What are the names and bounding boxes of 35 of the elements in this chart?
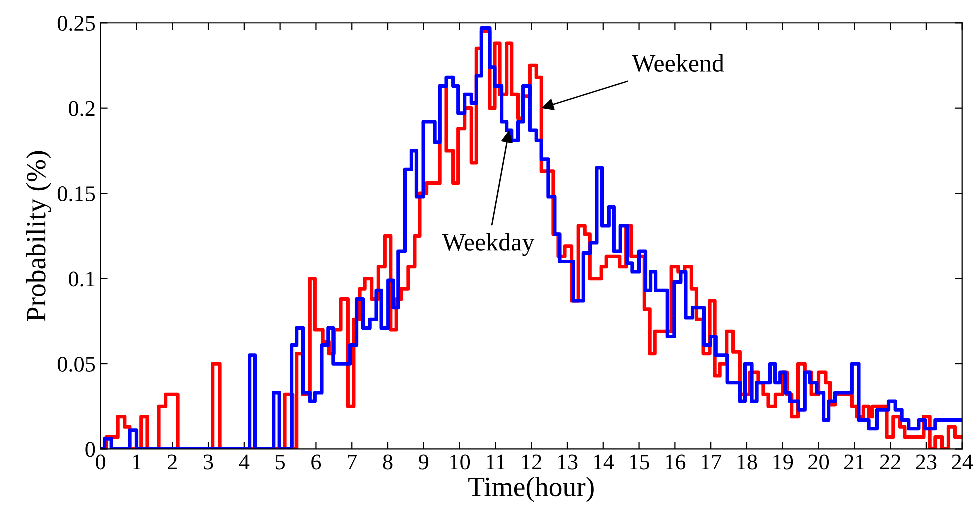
- x-tick-label: 7: [348, 454, 358, 470]
- x-tick-label: 19: [774, 454, 794, 470]
- y-tick-label: 0.2: [69, 101, 95, 116]
- x-tick-label: 5: [276, 454, 286, 470]
- x-tick-label: 9: [419, 454, 429, 470]
- x-tick-label: 20: [808, 454, 830, 470]
- x-tick-label: 17: [702, 454, 722, 470]
- x-tick-label: 18: [738, 454, 758, 470]
- x-tick-label: 3: [204, 454, 214, 470]
- y-tick-label: 0.15: [58, 186, 96, 202]
- y-tick-label: 0: [86, 442, 96, 458]
- x-tick-label: 24: [952, 454, 974, 470]
- x-tick-label: 6: [312, 454, 322, 470]
- annotation: Weekend: [632, 54, 724, 72]
- x-tick-label: 22: [880, 454, 900, 470]
- y-tick-label: 0.25: [58, 16, 96, 32]
- x-axis-title: Time(hour): [468, 477, 594, 502]
- x-tick-label: 15: [630, 454, 650, 470]
- x-tick-label: 13: [558, 454, 578, 470]
- x-tick-label: 1: [133, 454, 141, 470]
- x-tick-label: 21: [844, 454, 864, 470]
- x-tick-label: 0: [96, 454, 106, 470]
- y-tick-label: 0.1: [69, 272, 95, 287]
- y-axis-title: Probability (%): [26, 151, 52, 322]
- x-tick-label: 14: [594, 454, 614, 470]
- x-tick-label: 11: [486, 454, 506, 470]
- x-tick-label: 10: [450, 454, 470, 470]
- annotation: Weekday: [442, 233, 535, 256]
- x-tick-label: 2: [168, 454, 177, 470]
- x-tick-label: 8: [383, 454, 393, 470]
- x-tick-label: 16: [666, 454, 686, 470]
- y-tick-label: 0.05: [58, 356, 96, 372]
- x-tick-label: 4: [239, 454, 250, 470]
- x-tick-label: 12: [522, 454, 542, 470]
- x-tick-label: 23: [916, 454, 937, 470]
